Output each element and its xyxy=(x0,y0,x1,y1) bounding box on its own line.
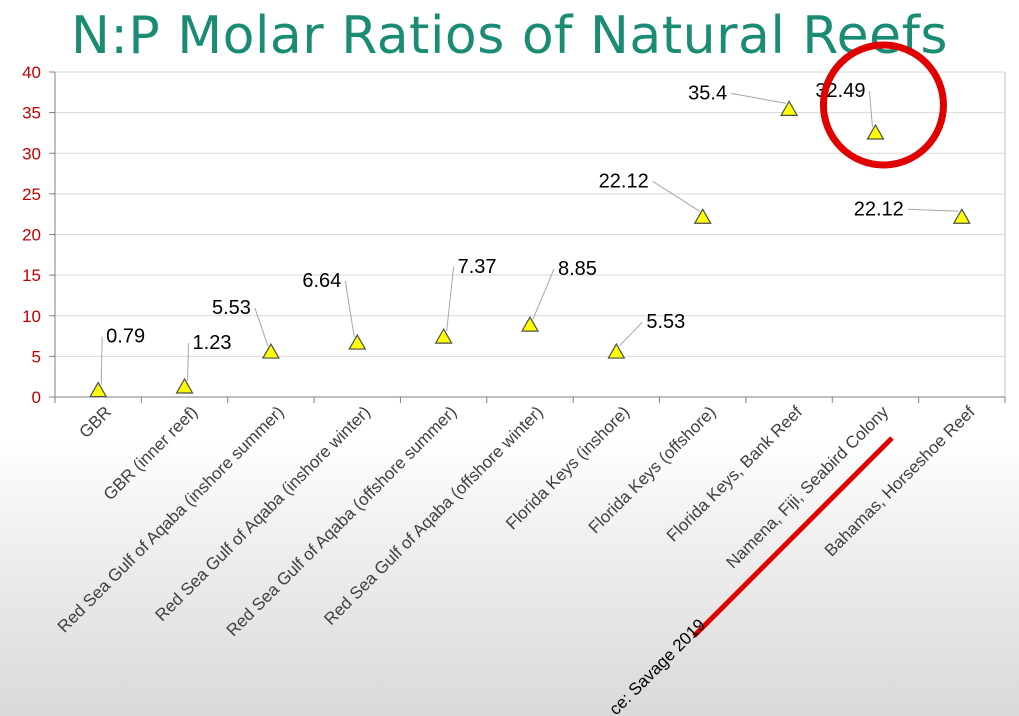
data-point xyxy=(607,342,626,359)
leader-line xyxy=(619,321,643,347)
y-tick-label: 30 xyxy=(22,144,41,163)
data-point xyxy=(348,333,367,350)
data-point xyxy=(520,315,540,332)
y-tick-label: 15 xyxy=(22,266,41,285)
leader-line xyxy=(907,208,959,212)
y-tick-label: 5 xyxy=(32,347,41,366)
leader-line xyxy=(187,342,190,382)
data-point xyxy=(175,377,194,394)
leader-line xyxy=(254,307,269,347)
data-label: 5.53 xyxy=(212,297,251,319)
highlight-circle xyxy=(819,41,947,169)
data-point xyxy=(261,342,280,359)
leader-line xyxy=(100,336,103,385)
highlight-underline xyxy=(692,436,894,638)
y-tick-label: 40 xyxy=(22,63,41,82)
data-label: 0.79 xyxy=(106,326,145,348)
leader-line xyxy=(532,268,555,320)
x-tick-label: GBR (inner reef) xyxy=(100,402,202,504)
y-tick-label: 25 xyxy=(22,185,41,204)
y-tick-label: 10 xyxy=(22,307,41,326)
data-point xyxy=(434,327,453,344)
x-tick-label: Bahamas, Horseshoe Reef xyxy=(821,402,979,560)
data-point xyxy=(866,123,885,140)
data-label: 35.4 xyxy=(688,82,727,104)
leader-line xyxy=(446,267,455,332)
leader-line xyxy=(868,90,873,128)
data-label: 7.37 xyxy=(458,256,497,278)
y-tick-label: 35 xyxy=(22,104,41,123)
data-point xyxy=(89,381,108,398)
data-label: 22.12 xyxy=(854,198,904,220)
leader-line xyxy=(344,280,355,338)
data-point xyxy=(693,208,712,224)
chart-title: N:P Molar Ratios of Natural Reefs xyxy=(71,6,948,66)
data-label: 5.53 xyxy=(646,311,685,333)
data-label: 8.85 xyxy=(558,258,597,280)
data-label: 22.12 xyxy=(599,170,649,192)
data-label: 6.64 xyxy=(302,270,341,292)
data-point xyxy=(780,100,799,116)
leader-line xyxy=(731,92,787,104)
y-tick-label: 20 xyxy=(22,226,41,245)
data-point xyxy=(952,208,971,224)
source-note: ce: Savage 2019 xyxy=(605,615,709,716)
data-label: 1.23 xyxy=(193,332,232,354)
x-tick-label: Namena, Fiji, Seabird Colony xyxy=(722,402,892,572)
x-tick-label: GBR xyxy=(76,402,115,441)
y-tick-label: 0 xyxy=(32,388,41,407)
leader-line xyxy=(652,180,700,212)
